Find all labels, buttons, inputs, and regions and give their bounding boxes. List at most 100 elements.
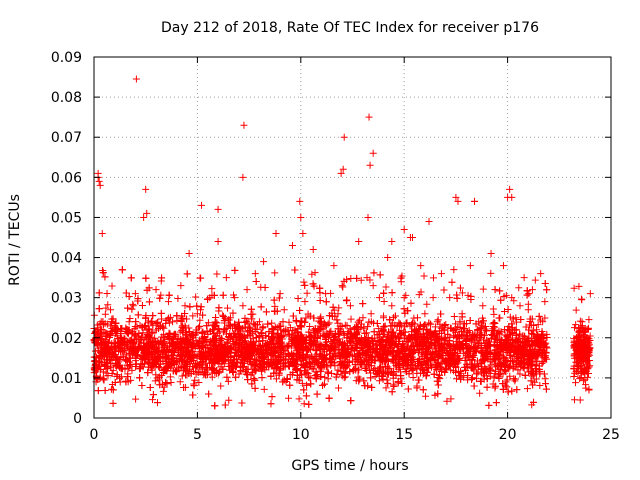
data-point bbox=[413, 314, 421, 322]
data-point bbox=[235, 318, 243, 326]
chart-title: Day 212 of 2018, Rate Of TEC Index for r… bbox=[161, 20, 539, 36]
data-point bbox=[191, 376, 199, 384]
data-point bbox=[531, 276, 539, 284]
data-point bbox=[400, 305, 408, 313]
data-point bbox=[360, 324, 368, 332]
data-point bbox=[165, 319, 173, 327]
data-point bbox=[183, 270, 191, 278]
data-point bbox=[323, 362, 331, 370]
data-point bbox=[302, 314, 310, 322]
data-point bbox=[398, 380, 406, 388]
data-point bbox=[375, 377, 383, 385]
data-point bbox=[324, 368, 332, 376]
data-point bbox=[496, 314, 504, 322]
data-point bbox=[504, 361, 512, 369]
data-point bbox=[197, 306, 205, 314]
data-point bbox=[403, 319, 411, 327]
data-point bbox=[462, 367, 470, 375]
data-point bbox=[370, 328, 378, 336]
data-point bbox=[339, 283, 347, 291]
data-point bbox=[204, 319, 212, 327]
data-point bbox=[536, 382, 544, 390]
data-point bbox=[489, 305, 497, 313]
data-point bbox=[528, 372, 536, 380]
data-point bbox=[144, 325, 152, 333]
data-point bbox=[195, 378, 203, 386]
data-point bbox=[353, 274, 361, 282]
data-point bbox=[258, 374, 266, 382]
data-point bbox=[196, 368, 204, 376]
data-point bbox=[124, 304, 132, 312]
data-point bbox=[510, 375, 518, 383]
data-point bbox=[497, 296, 505, 304]
data-point bbox=[166, 373, 174, 381]
data-point bbox=[229, 309, 237, 317]
data-point bbox=[157, 291, 165, 299]
data-point bbox=[440, 286, 448, 294]
data-point bbox=[224, 377, 232, 385]
data-point bbox=[368, 335, 376, 343]
data-point bbox=[423, 300, 431, 308]
data-point bbox=[166, 313, 174, 321]
data-point bbox=[394, 358, 402, 366]
data-point bbox=[319, 325, 327, 333]
data-point bbox=[111, 378, 119, 386]
data-point bbox=[523, 385, 531, 393]
data-point bbox=[365, 318, 373, 326]
data-point bbox=[496, 287, 504, 295]
data-point bbox=[313, 390, 321, 398]
data-point bbox=[335, 384, 343, 392]
data-point bbox=[534, 321, 542, 329]
data-point bbox=[306, 312, 314, 320]
data-point bbox=[252, 278, 260, 286]
data-point bbox=[468, 375, 476, 383]
data-point bbox=[364, 323, 372, 331]
data-point bbox=[153, 399, 161, 407]
data-point bbox=[300, 278, 308, 286]
data-point bbox=[502, 378, 510, 386]
data-point bbox=[296, 321, 304, 329]
data-point bbox=[450, 313, 458, 321]
data-point bbox=[104, 301, 112, 309]
data-point bbox=[273, 324, 281, 332]
data-point bbox=[420, 272, 428, 280]
data-point bbox=[394, 342, 402, 350]
data-point bbox=[409, 373, 417, 381]
data-point bbox=[268, 393, 276, 401]
data-point bbox=[271, 269, 279, 277]
data-point bbox=[107, 322, 115, 330]
data-point bbox=[382, 384, 390, 392]
data-point bbox=[282, 328, 290, 336]
data-point bbox=[330, 306, 338, 314]
data-point bbox=[515, 284, 523, 292]
data-point bbox=[140, 323, 148, 331]
data-point bbox=[94, 347, 102, 355]
data-point bbox=[473, 333, 481, 341]
data-point bbox=[103, 289, 111, 297]
data-point bbox=[301, 281, 309, 289]
data-point bbox=[357, 276, 365, 284]
data-point bbox=[273, 307, 281, 315]
data-point bbox=[219, 291, 227, 299]
data-point bbox=[300, 400, 308, 408]
data-point bbox=[398, 272, 406, 280]
data-point bbox=[418, 361, 426, 369]
data-point bbox=[303, 289, 311, 297]
data-point bbox=[178, 372, 186, 380]
data-point bbox=[479, 285, 487, 293]
data-point bbox=[306, 374, 314, 382]
data-point bbox=[136, 322, 144, 330]
data-point bbox=[107, 385, 115, 393]
data-point bbox=[196, 316, 204, 324]
data-point bbox=[389, 381, 397, 389]
data-point bbox=[481, 331, 489, 339]
data-point bbox=[129, 300, 137, 308]
data-point bbox=[532, 375, 540, 383]
data-point bbox=[416, 321, 424, 329]
data-point bbox=[285, 331, 293, 339]
data-point bbox=[422, 392, 430, 400]
data-point bbox=[260, 385, 268, 393]
data-point bbox=[491, 382, 499, 390]
data-point bbox=[192, 293, 200, 301]
